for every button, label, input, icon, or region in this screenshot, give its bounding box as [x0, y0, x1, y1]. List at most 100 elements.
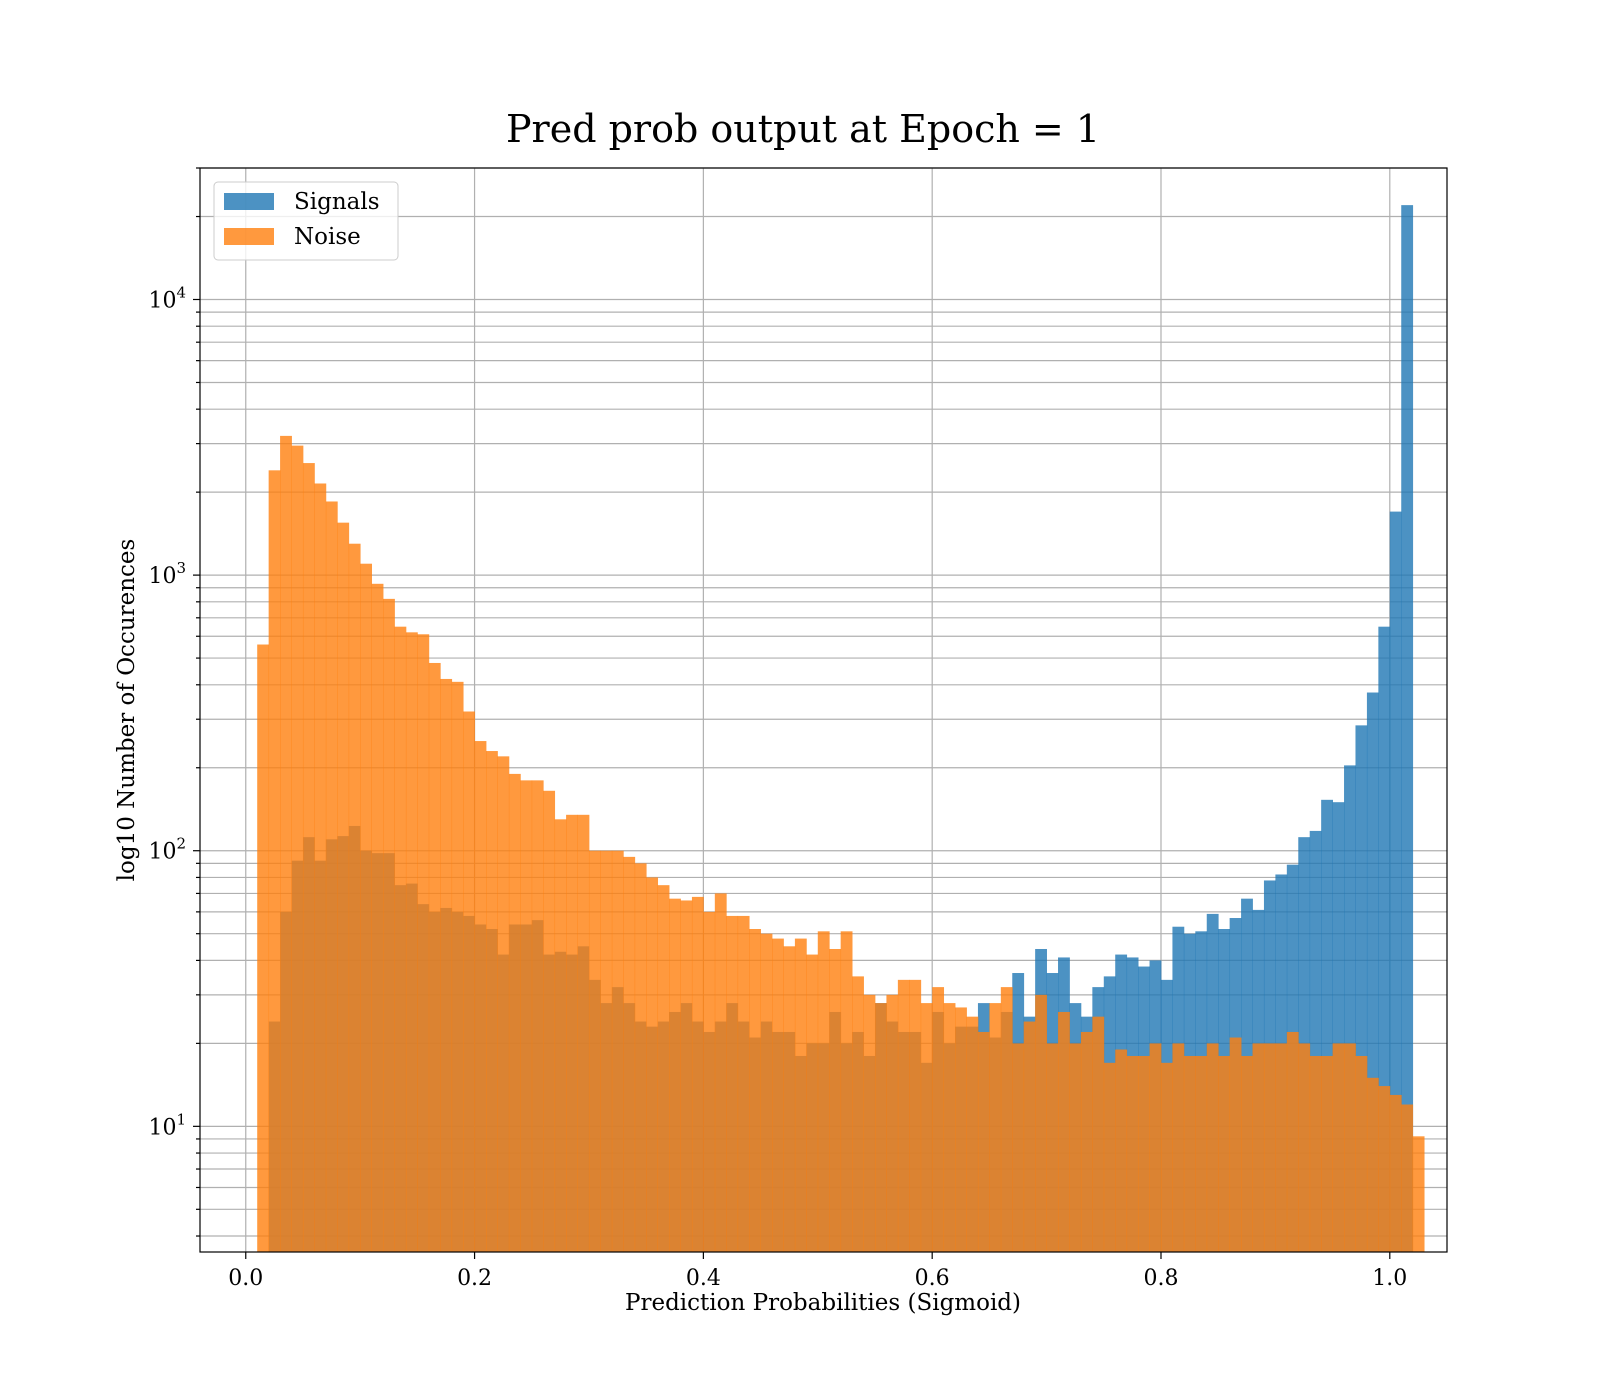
bar-noise — [1241, 1055, 1253, 1252]
bars-noise — [257, 435, 1425, 1253]
bar-noise — [977, 1031, 990, 1252]
bar-noise — [1069, 1043, 1082, 1252]
legend: Signals Noise — [213, 181, 399, 261]
bar-noise — [1058, 1011, 1070, 1252]
bar-noise — [360, 563, 373, 1252]
bar-noise — [566, 814, 578, 1252]
bar-noise — [1000, 987, 1013, 1252]
bar-noise — [1401, 1104, 1414, 1252]
bar-noise — [863, 994, 876, 1252]
bar-signals — [1309, 830, 1322, 1252]
bar-noise — [302, 463, 315, 1252]
bar-noise — [508, 773, 521, 1252]
bar-signals — [1401, 205, 1414, 1253]
bar-noise — [1183, 1055, 1196, 1252]
bar-noise — [588, 850, 601, 1252]
bar-noise — [531, 780, 544, 1252]
bar-noise — [1115, 1049, 1128, 1252]
bar-noise — [1332, 1043, 1345, 1252]
bar-noise — [1344, 1043, 1356, 1252]
bar-noise — [1172, 1043, 1185, 1252]
bar-noise — [428, 662, 441, 1252]
bar-noise — [1321, 1055, 1333, 1252]
bar-noise — [371, 583, 384, 1252]
bar-noise — [1023, 1021, 1036, 1252]
bar-noise — [577, 814, 590, 1252]
legend-swatch-signals — [224, 193, 274, 210]
bar-noise — [920, 1003, 933, 1252]
x-axis-label: Prediction Probabilities (Sigmoid) — [625, 1290, 1021, 1316]
legend-label-noise: Noise — [294, 224, 361, 250]
bar-noise — [1103, 1062, 1116, 1252]
bar-noise — [634, 863, 647, 1252]
bar-noise — [1412, 1136, 1425, 1252]
bar-noise — [1298, 1043, 1311, 1252]
y-tick-label: 101 — [148, 1110, 186, 1140]
bar-noise — [1126, 1055, 1139, 1252]
bar-noise — [1366, 1077, 1379, 1252]
bar-noise — [749, 928, 761, 1252]
bar-noise — [1206, 1043, 1219, 1252]
bar-noise — [1263, 1043, 1276, 1252]
bar-noise — [646, 877, 659, 1252]
bar-noise — [463, 711, 475, 1252]
bar-noise — [600, 850, 613, 1252]
bar-noise — [1309, 1055, 1322, 1252]
bar-signals — [1332, 802, 1345, 1252]
bar-noise — [268, 470, 281, 1252]
bar-noise — [383, 598, 395, 1252]
bar-noise — [806, 954, 819, 1252]
bar-signals — [1389, 511, 1402, 1253]
bar-noise — [772, 938, 784, 1252]
bar-noise — [405, 632, 418, 1252]
bar-noise — [726, 915, 739, 1252]
bar-noise — [714, 893, 727, 1252]
bar-noise — [1080, 1031, 1093, 1252]
bar-noise — [486, 751, 498, 1252]
bar-noise — [852, 976, 864, 1252]
bar-noise — [291, 445, 304, 1252]
bar-noise — [1149, 1043, 1162, 1252]
bar-noise — [440, 678, 453, 1252]
bar-noise — [1355, 1055, 1368, 1252]
bar-noise — [794, 938, 807, 1252]
bar-signals — [1355, 725, 1368, 1252]
y-tick-label: 103 — [148, 559, 186, 589]
x-tick-label: 1.0 — [1372, 1266, 1407, 1291]
bar-noise — [840, 931, 853, 1252]
bar-noise — [554, 819, 567, 1252]
bar-noise — [783, 946, 796, 1252]
bar-noise — [817, 931, 830, 1252]
bar-signals — [1366, 692, 1379, 1252]
bar-noise — [691, 896, 704, 1252]
bar-noise — [829, 948, 842, 1252]
axes-frame — [199, 167, 1448, 1253]
bar-noise — [760, 933, 773, 1252]
bar-noise — [1286, 1031, 1299, 1252]
bar-noise — [314, 483, 327, 1253]
bar-noise — [897, 979, 910, 1252]
bar-noise — [1389, 1094, 1402, 1252]
bar-noise — [1092, 1016, 1105, 1252]
bar-noise — [451, 681, 464, 1252]
bar-noise — [909, 979, 922, 1252]
bar-noise — [325, 501, 338, 1252]
x-tick-label: 0.0 — [228, 1266, 263, 1291]
y-axis-ticks: 101 102 103 104 — [148, 167, 200, 1237]
bar-noise — [1046, 1043, 1059, 1252]
x-tick-label: 0.6 — [915, 1266, 950, 1291]
bar-noise — [669, 898, 681, 1252]
bar-signals — [1378, 626, 1391, 1252]
bar-noise — [1160, 1062, 1173, 1252]
bar-noise — [474, 741, 487, 1252]
y-tick-label: 104 — [148, 284, 186, 314]
bar-noise — [1035, 994, 1047, 1252]
bar-noise — [943, 1003, 956, 1252]
bar-noise — [932, 987, 945, 1252]
bar-noise — [966, 1016, 979, 1252]
bar-noise — [1012, 1043, 1025, 1252]
x-tick-label: 0.4 — [686, 1266, 721, 1291]
bar-noise — [737, 915, 750, 1252]
legend-swatch-noise — [224, 228, 274, 245]
